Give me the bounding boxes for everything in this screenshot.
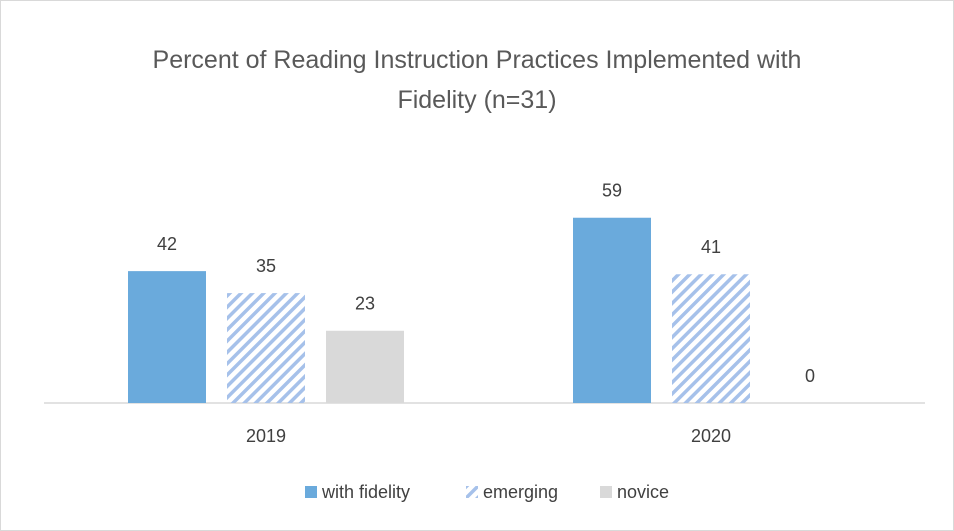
- data-label: 35: [256, 256, 276, 276]
- bar: [227, 293, 305, 403]
- legend-swatch: [600, 486, 612, 498]
- data-label: 41: [701, 237, 721, 257]
- bar: [672, 274, 750, 403]
- bar: [573, 217, 651, 403]
- x-tick-label: 2020: [691, 426, 731, 446]
- legend-label: with fidelity: [321, 482, 410, 502]
- x-tick-label: 2019: [246, 426, 286, 446]
- chart-title: Percent of Reading Instruction Practices…: [152, 46, 802, 114]
- legend-swatch: [466, 486, 478, 498]
- data-label: 42: [157, 234, 177, 254]
- data-label: 0: [805, 366, 815, 386]
- data-label: 59: [602, 180, 622, 200]
- legend-label: emerging: [483, 482, 558, 502]
- data-label: 23: [355, 294, 375, 314]
- bar: [326, 330, 404, 403]
- legend-label: novice: [617, 482, 669, 502]
- legend-swatch: [305, 486, 317, 498]
- bar: [128, 271, 206, 403]
